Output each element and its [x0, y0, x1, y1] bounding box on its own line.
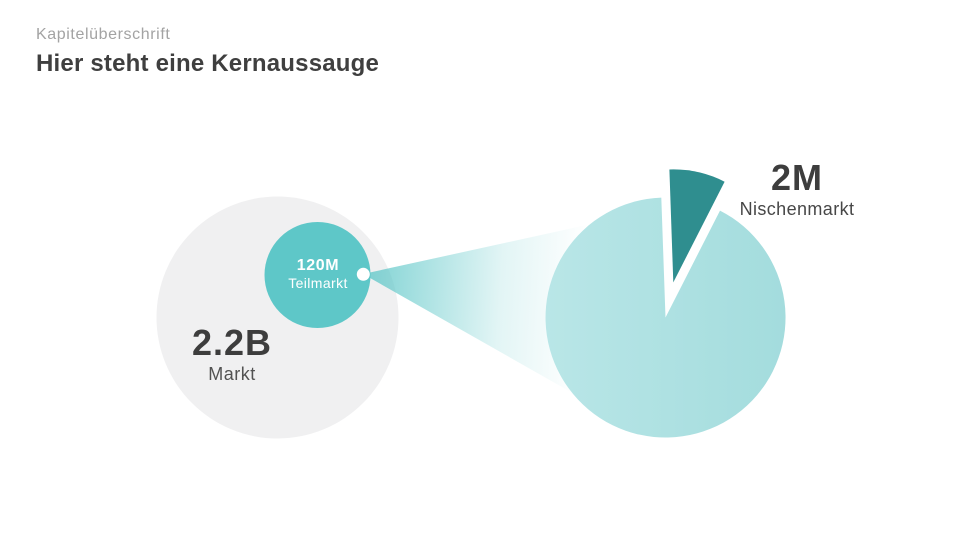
niche-market-label: 2M Nischenmarkt — [697, 157, 897, 220]
beam-origin-dot — [356, 267, 370, 281]
submarket-circle — [264, 222, 371, 328]
total-market-value: 2.2B — [191, 322, 273, 363]
total-market-name: Markt — [208, 364, 256, 384]
zoom-beam — [363, 219, 614, 412]
chapter-heading: Kapitelüberschrift — [36, 26, 171, 43]
niche-market-value: 2M — [770, 157, 823, 198]
total-market-circle — [156, 196, 399, 439]
niche-market-name: Nischenmarkt — [739, 199, 855, 219]
total-market-label: 2.2B Markt — [112, 322, 352, 385]
slide-title: Hier steht eine Kernaussauge — [36, 50, 380, 77]
submarket-value: 120M — [296, 257, 340, 274]
pie-main-segment — [545, 197, 786, 438]
submarket-name: Teilmarkt — [288, 275, 348, 291]
submarket-label: 120M Teilmarkt — [238, 257, 398, 291]
pie-niche-slice — [669, 169, 725, 283]
